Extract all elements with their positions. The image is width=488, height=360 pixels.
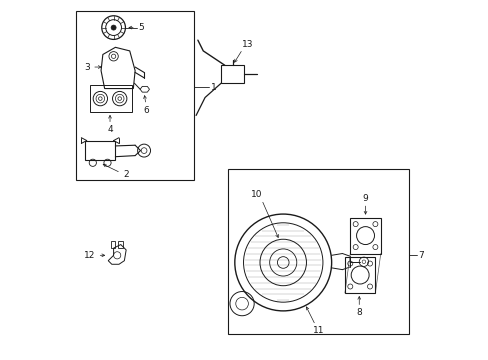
Text: 3: 3: [84, 63, 90, 72]
Bar: [349, 218, 380, 253]
Text: 6: 6: [142, 105, 148, 114]
Text: 2: 2: [123, 170, 129, 179]
Bar: [85, 140, 115, 160]
Bar: [90, 85, 131, 112]
Text: 1: 1: [211, 83, 217, 92]
Text: 12: 12: [84, 251, 95, 260]
Text: 4: 4: [107, 125, 113, 134]
Circle shape: [111, 25, 116, 30]
Text: 7: 7: [418, 251, 423, 260]
Text: 11: 11: [313, 326, 324, 335]
Bar: [228, 169, 408, 334]
Text: 8: 8: [356, 308, 362, 317]
Bar: [76, 12, 194, 180]
Text: 10: 10: [250, 190, 262, 199]
Text: 5: 5: [138, 23, 144, 32]
Bar: [344, 257, 375, 293]
Bar: [111, 241, 115, 248]
Text: 13: 13: [242, 40, 253, 49]
Text: 9: 9: [362, 194, 367, 203]
Bar: [118, 241, 122, 248]
